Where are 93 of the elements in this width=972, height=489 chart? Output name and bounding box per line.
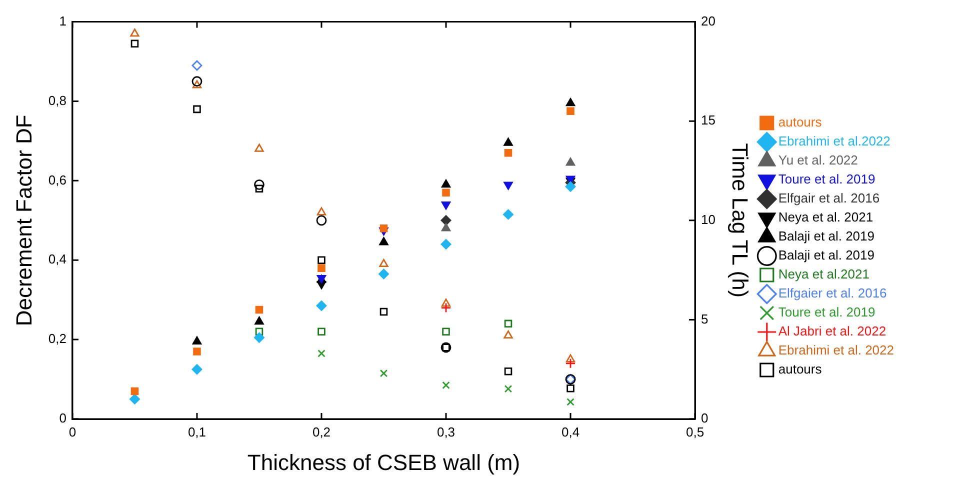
- legend-label: Toure et al. 2019: [778, 304, 876, 320]
- point: [378, 268, 389, 280]
- point: [504, 330, 513, 339]
- point: [380, 308, 388, 316]
- point: [566, 158, 576, 166]
- point: [255, 328, 264, 336]
- point: [192, 60, 202, 71]
- point: [380, 224, 388, 232]
- legend-label: Yu et al. 2022: [778, 152, 858, 168]
- point: [504, 148, 512, 157]
- point: [193, 105, 201, 114]
- legend-label: Al Jabri et al. 2022: [778, 324, 886, 339]
- point: [566, 398, 574, 406]
- y2-tick-label: 20: [701, 13, 716, 28]
- legend-label: Neya et al. 2021: [778, 210, 874, 225]
- legend-label: autours: [778, 114, 822, 130]
- point: [130, 40, 139, 48]
- y2-tick-label: 5: [701, 311, 708, 326]
- x-tick-label: 0,2: [312, 424, 331, 440]
- point: [318, 264, 326, 272]
- x-tick-label: 0: [68, 424, 76, 440]
- y2-axis-title: Time Lag TL (h): [728, 143, 753, 298]
- point: [440, 239, 452, 250]
- point: [254, 332, 264, 343]
- point: [130, 394, 140, 404]
- point: [130, 387, 139, 396]
- y-tick-label: 0,4: [48, 252, 66, 267]
- point: [442, 381, 450, 390]
- point: [380, 369, 388, 378]
- y-tick-label: 0,6: [48, 172, 66, 188]
- point: [565, 181, 576, 192]
- point: [254, 144, 264, 152]
- point: [130, 28, 140, 37]
- legend-label: Elfgaier et al. 2016: [778, 286, 887, 301]
- legend-label: Neya et al.2021: [778, 266, 870, 282]
- point: [379, 237, 388, 246]
- point: [316, 207, 326, 216]
- point: [316, 281, 326, 290]
- point: [192, 364, 202, 375]
- legend-label: Balaji et al. 2019: [778, 228, 874, 244]
- point: [441, 298, 451, 307]
- point: [566, 384, 574, 392]
- point: [504, 138, 513, 146]
- point: [318, 350, 326, 358]
- y-tick-label: 0: [59, 410, 66, 426]
- legend-label: Elfgair et al. 2016: [778, 190, 880, 206]
- legend-label: Toure et al. 2019: [778, 172, 876, 187]
- x-tick-label: 0,5: [686, 424, 704, 440]
- point: [504, 367, 512, 376]
- legend-label: Ebrahimi et al. 2022: [778, 342, 894, 358]
- point: [504, 384, 512, 393]
- point: [193, 348, 201, 356]
- legend-label: Ebrahimi et al.2022: [778, 134, 890, 149]
- point: [255, 306, 264, 314]
- point: [566, 107, 574, 116]
- point: [504, 182, 513, 190]
- x-tick-label: 0,4: [561, 424, 580, 440]
- x-axis-title: Thickness of CSEB wall (m): [247, 450, 520, 475]
- point: [379, 258, 388, 268]
- point: [255, 184, 264, 193]
- y-tick-label: 1: [59, 13, 66, 28]
- legend-label: Balaji et al. 2019: [778, 248, 874, 263]
- y2-tick-label: 0: [701, 410, 708, 426]
- point: [254, 316, 264, 325]
- point: [316, 300, 327, 311]
- point: [441, 202, 451, 210]
- x-tick-label: 0,1: [188, 424, 206, 440]
- legend-label: autours: [778, 362, 822, 377]
- point: [565, 358, 576, 369]
- point: [254, 179, 264, 190]
- point: [441, 223, 451, 232]
- point: [503, 209, 514, 220]
- point: [442, 188, 450, 196]
- point: [192, 76, 202, 87]
- point: [192, 336, 202, 344]
- y2-tick-label: 10: [701, 212, 716, 227]
- point: [441, 179, 451, 188]
- y2-tick-label: 15: [701, 112, 716, 128]
- point: [192, 80, 202, 88]
- x-tick-label: 0,3: [436, 424, 456, 440]
- point: [566, 354, 576, 362]
- point: [442, 328, 450, 336]
- point: [318, 328, 326, 336]
- point: [318, 256, 326, 264]
- y-axis-title: Decrement Factor DF: [11, 114, 36, 326]
- y-tick-label: 0,8: [48, 92, 66, 108]
- point: [566, 98, 576, 106]
- y-tick-label: 0,2: [48, 331, 66, 346]
- point: [440, 302, 452, 313]
- point: [440, 215, 452, 226]
- point: [504, 320, 512, 328]
- point: [316, 215, 327, 226]
- point: [566, 176, 576, 184]
